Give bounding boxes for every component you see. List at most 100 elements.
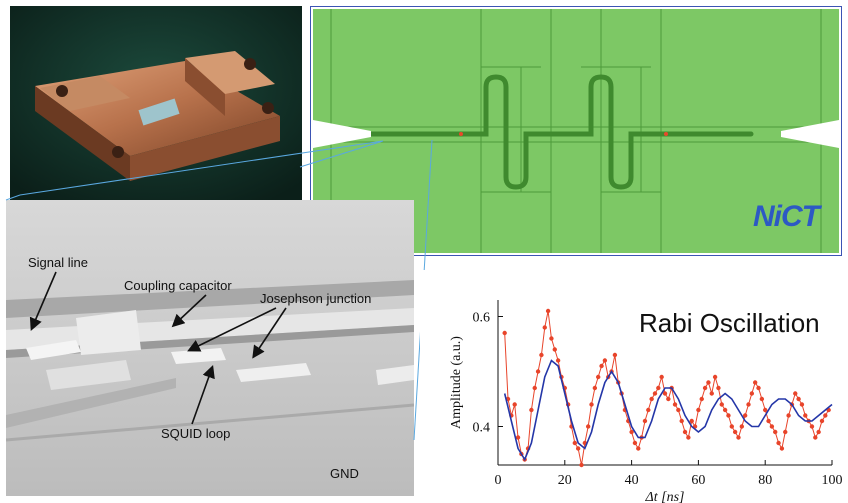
data-point xyxy=(722,407,728,413)
data-point xyxy=(529,407,534,413)
chip-layout: NiCT xyxy=(310,6,842,256)
x-tick-label: 40 xyxy=(625,473,639,488)
data-point xyxy=(823,413,828,418)
data-point xyxy=(555,358,561,363)
data-point xyxy=(809,424,815,429)
nict-logo: NiCT xyxy=(753,200,820,233)
data-point xyxy=(736,435,741,440)
data-point xyxy=(729,424,734,429)
y-tick-label: 0.4 xyxy=(473,421,491,436)
sem-image: Signal line Coupling capacitor Josephson… xyxy=(6,200,414,496)
data-point xyxy=(776,440,781,446)
data-point xyxy=(676,407,681,413)
x-tick-label: 0 xyxy=(495,473,502,488)
rabi-plot: 0 20 40 60 80 100 0.4 0.6 Δt [ns] Amplitude (a.u.… xyxy=(449,300,843,503)
data-point xyxy=(682,429,688,435)
data-point xyxy=(596,374,601,380)
data-point xyxy=(539,352,544,358)
data-point xyxy=(786,413,791,418)
data-point xyxy=(769,424,775,429)
coupling-capacitor-label: Coupling capacitor xyxy=(124,278,232,293)
data-point xyxy=(742,413,748,418)
sample-holder-icon xyxy=(10,6,302,204)
data-point xyxy=(532,385,537,391)
data-point xyxy=(662,391,668,396)
sample-holder-photo xyxy=(10,6,302,204)
data-point xyxy=(763,407,768,413)
data-point xyxy=(739,424,745,429)
data-point xyxy=(589,402,594,407)
data-point xyxy=(709,391,714,396)
data-point xyxy=(719,402,724,407)
squid-loop-label: SQUID loop xyxy=(161,426,231,441)
chart-title: Rabi Oscillation xyxy=(639,308,820,338)
data-point xyxy=(502,330,507,336)
data-point xyxy=(813,435,818,440)
data-point xyxy=(646,407,651,413)
data-point xyxy=(585,424,591,429)
y-tick-label: 0.6 xyxy=(473,311,491,326)
gnd-label: GND xyxy=(330,466,359,481)
data-point xyxy=(803,413,808,418)
data-point xyxy=(535,369,541,374)
x-tick-label: 80 xyxy=(758,473,772,488)
data-point xyxy=(773,429,778,435)
data-point xyxy=(696,407,701,413)
data-point xyxy=(649,396,654,402)
data-point xyxy=(706,380,711,385)
data-point xyxy=(656,385,661,391)
data-point xyxy=(796,396,801,402)
data-point xyxy=(783,429,788,435)
data-point xyxy=(702,385,708,391)
x-tick-label: 60 xyxy=(691,473,705,488)
data-point xyxy=(552,347,557,352)
data-point xyxy=(599,363,604,369)
data-point xyxy=(632,440,638,446)
data-point xyxy=(515,435,521,440)
annotation-arrows xyxy=(29,271,287,425)
data-point xyxy=(779,446,785,451)
data-point xyxy=(712,374,718,380)
data-point xyxy=(575,446,581,451)
data-point xyxy=(686,435,691,440)
data-point xyxy=(542,325,547,330)
data-point xyxy=(679,418,684,424)
data-point xyxy=(793,391,798,396)
signal-line-label: Signal line xyxy=(28,255,88,270)
josephson-junction-label: Josephson junction xyxy=(260,291,372,306)
data-point xyxy=(689,418,694,424)
data-point xyxy=(652,391,658,396)
sem-structure-icon xyxy=(6,200,414,496)
data-point xyxy=(766,418,771,424)
data-point xyxy=(659,374,664,380)
rabi-chart: Rabi Oscillation 0 20 40 60 80 100 0.4 0.6 Δt [n… xyxy=(420,270,848,503)
data-point xyxy=(749,391,755,396)
data-point xyxy=(636,446,641,451)
x-axis-title: Δt [ns] xyxy=(645,490,685,503)
data-point xyxy=(612,352,618,358)
data-point xyxy=(592,385,598,391)
data-point xyxy=(756,385,761,391)
data-point xyxy=(545,308,551,314)
fit-line xyxy=(503,359,833,462)
data-point xyxy=(642,418,648,424)
data-point xyxy=(759,396,765,402)
x-tick-label: 20 xyxy=(558,473,572,488)
data-point xyxy=(579,462,584,468)
data-point xyxy=(746,402,751,407)
data-point xyxy=(699,396,704,402)
data-point xyxy=(572,440,578,446)
data-point xyxy=(816,429,821,435)
data-point xyxy=(732,429,738,435)
data-point xyxy=(549,336,554,341)
data-point xyxy=(602,358,608,363)
data-point xyxy=(819,418,825,424)
data-point xyxy=(666,396,671,402)
data-point xyxy=(726,413,731,418)
data-point xyxy=(716,385,721,391)
data-point xyxy=(512,402,517,407)
data-point xyxy=(629,429,634,435)
y-axis-title: Amplitude (a.u.) xyxy=(449,336,464,429)
x-tick-label: 100 xyxy=(822,473,843,488)
plot-area: 0 20 40 60 80 100 0.4 0.6 Δt [ns] Amplitude (a.u.… xyxy=(449,300,843,503)
